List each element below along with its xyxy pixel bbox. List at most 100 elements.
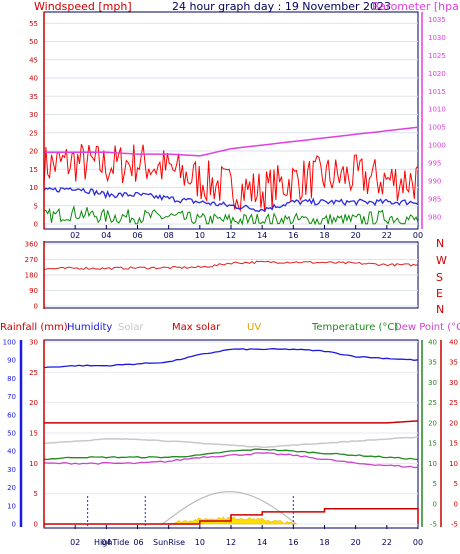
tick-label-barometer: 1020 [428,70,446,78]
sunrise-label: SunRise [153,538,185,547]
tick-label-windspeed: 10 [29,184,38,192]
series-line-solar [43,436,419,449]
series-line-direction [43,260,419,271]
tick-label-humidity: 0 [12,521,16,529]
tick-label-direction: 360 [25,241,38,249]
x-tick-label: 14 [257,538,267,547]
x-tick-label: 02 [70,538,80,547]
tick-label-rainfall: 15 [29,430,38,438]
x-tick-label: 22 [382,231,392,240]
series-line-gust [43,204,419,226]
tick-label-windspeed: 55 [29,20,38,28]
solar-label: Solar [118,322,144,333]
tick-label-barometer: 985 [428,195,441,203]
tick-label-dewpoint: 10 [449,460,458,468]
tick-label-temperature: 5 [433,480,437,488]
tick-label-direction: 180 [25,272,38,280]
x-tick-label: 20 [351,538,361,547]
tick-label-temperature: 35 [428,359,437,367]
tick-label-windspeed: 0 [34,221,38,229]
tick-label-rainfall: 5 [34,490,38,498]
tick-label-humidity: 20 [7,484,16,492]
tick-label-barometer: 1015 [428,88,446,96]
x-tick-label: 12 [226,231,236,240]
tick-label-humidity: 30 [7,466,16,474]
tick-label-barometer: 1030 [428,34,446,42]
x-tick-label: 00 [413,538,423,547]
tick-label-dewpoint: 30 [449,379,458,387]
tick-label-barometer: 1010 [428,106,446,114]
tick-label-dewpoint: 20 [449,419,458,427]
direction-label-w: W [436,254,447,267]
tick-label-dewpoint: -5 [451,521,458,529]
series-line-temperature [43,448,419,461]
tick-label-humidity: 40 [7,448,16,456]
tick-label-direction: 90 [29,287,38,295]
tick-label-rainfall: 20 [29,399,38,407]
tick-label-humidity: 10 [7,502,16,510]
series-line-average [43,187,419,213]
tick-label-rainfall: 0 [34,521,38,529]
tick-label-windspeed: 50 [29,38,38,46]
tick-label-rainfall: 30 [29,339,38,347]
x-tick-label: 18 [319,538,329,547]
high-tide-label: HighTide [94,538,129,547]
x-tick-label: 02 [70,231,80,240]
barometer-label: Barometer [hpa] [372,0,460,13]
tick-label-dewpoint: 25 [449,399,458,407]
direction-label-n-top: N [436,237,444,250]
direction-label-s: S [436,271,443,284]
x-tick-label: 06 [132,231,142,240]
x-tick-label: 10 [195,231,205,240]
tick-label-temperature: 30 [428,379,437,387]
x-tick-label: 10 [195,538,205,547]
tick-label-humidity: 100 [3,339,16,347]
series-line-maxsolar [44,420,419,424]
tick-label-barometer: 1035 [428,16,446,24]
x-tick-label: 00 [413,231,423,240]
x-tick-label: 18 [319,231,329,240]
climate-panel-frame [43,339,419,529]
x-tick-label: 12 [226,538,236,547]
tick-label-temperature: 10 [428,460,437,468]
x-tick-label: 20 [351,231,361,240]
tick-label-windspeed: 45 [29,56,38,64]
x-tick-label: 04 [101,538,111,547]
series-line-rainfall [44,508,419,525]
tick-label-dewpoint: 15 [449,440,458,448]
x-tick-label: 06 [133,538,143,547]
x-tick-label: 16 [288,231,298,240]
tick-label-humidity: 70 [7,393,16,401]
tick-label-barometer: 995 [428,160,441,168]
tick-label-humidity: 50 [7,430,16,438]
uv-label: UV [247,322,261,333]
tick-label-barometer: 1025 [428,52,446,60]
dewpoint-label: Dew Point (°C) [394,322,460,333]
direction-label-n-bottom: N [436,303,444,316]
temperature-label: Temperature (°C) [311,322,398,333]
tick-label-rainfall: 10 [29,460,38,468]
x-tick-label: 16 [288,538,298,547]
tick-label-dewpoint: 35 [449,359,458,367]
tick-label-rainfall: 25 [29,369,38,377]
x-tick-label: 04 [101,231,111,240]
tick-label-windspeed: 5 [34,202,38,210]
tick-label-windspeed: 15 [29,166,38,174]
series-line-dewpoint [43,452,419,469]
tick-label-barometer: 990 [428,177,441,185]
tick-label-temperature: 20 [428,419,437,427]
tick-label-direction: 270 [25,256,38,264]
x-tick-label: 08 [164,231,174,240]
tick-label-humidity: 80 [7,375,16,383]
tick-label-dewpoint: 0 [454,500,458,508]
tick-label-temperature: 0 [433,500,437,508]
series-line-solar-arc [162,490,297,525]
tick-label-barometer: 1000 [428,142,446,150]
tick-label-barometer: 980 [428,213,441,221]
x-tick-label: 22 [382,538,392,547]
maxsolar-label: Max solar [172,322,221,333]
tick-label-windspeed: 30 [29,111,38,119]
tick-label-direction: 0 [34,303,38,311]
tick-label-temperature: 40 [428,339,437,347]
graph-title: 24 hour graph day : 19 November 2023 [172,0,391,13]
